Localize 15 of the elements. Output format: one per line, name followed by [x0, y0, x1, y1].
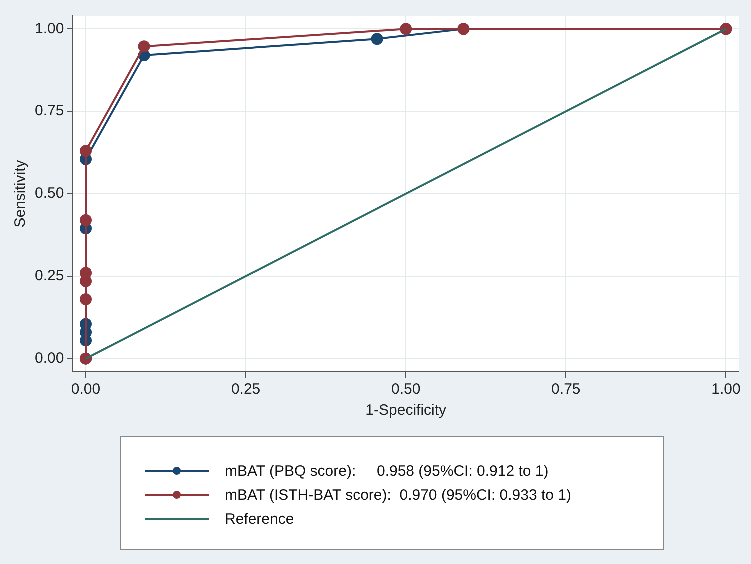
x-tick-label: 0.00	[71, 381, 101, 398]
x-tick-label: 0.50	[391, 381, 421, 398]
legend-label: Reference	[225, 510, 294, 528]
x-axis-title: 1-Specificity	[366, 402, 448, 420]
y-tick-label: 0.25	[34, 268, 64, 285]
y-tick-label: 0.75	[34, 102, 64, 120]
x-tick-label: 0.75	[552, 381, 581, 398]
x-tick-label: 0.25	[231, 381, 261, 398]
x-tick-label: 1.00	[712, 381, 741, 398]
y-axis-title: Sensitivity	[12, 160, 30, 228]
legend-label: mBAT (PBQ score): 0.958 (95%CI: 0.912 to 1)	[225, 462, 549, 480]
y-tick-label: 1.00	[34, 20, 64, 38]
y-tick-label: 0.50	[34, 185, 64, 202]
legend-label: mBAT (ISTH-BAT score): 0.970 (95%CI: 0.933 to 1)	[225, 486, 572, 504]
y-tick-label: 0.00	[34, 350, 64, 367]
